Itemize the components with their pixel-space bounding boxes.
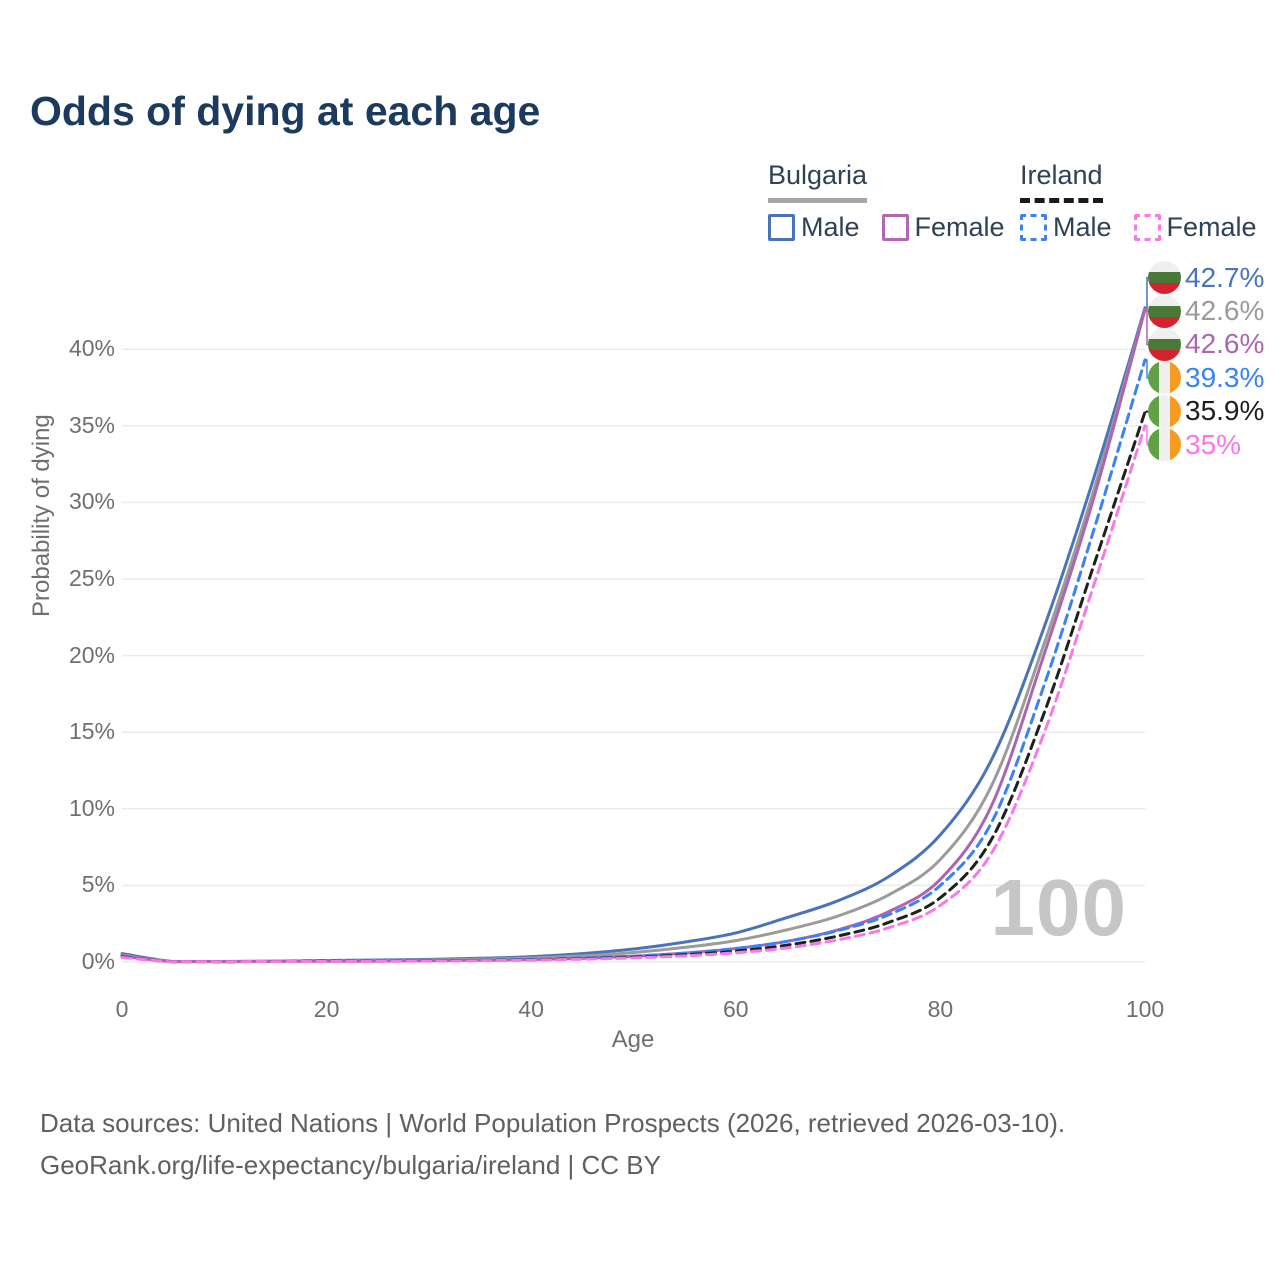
ireland-flag-icon bbox=[1148, 394, 1181, 428]
end-value-bulgaria-both: 42.6% bbox=[1185, 295, 1265, 327]
legend-label-bulgaria-male[interactable]: Male bbox=[801, 212, 860, 242]
legend-swatch-ireland-male[interactable] bbox=[1020, 214, 1047, 241]
footer-line-2: GeoRank.org/life-expectancy/bulgaria/ire… bbox=[40, 1150, 661, 1180]
age-watermark: 100 bbox=[990, 863, 1127, 952]
footer: Data sources: United Nations | World Pop… bbox=[40, 1102, 1065, 1186]
y-tick-label: 15% bbox=[68, 718, 115, 745]
y-tick-label: 20% bbox=[68, 641, 115, 668]
y-tick-label: 5% bbox=[81, 871, 115, 898]
end-value-ireland-female: 35% bbox=[1185, 428, 1242, 460]
end-label-bulgaria-female: 42.6% bbox=[1148, 327, 1265, 361]
x-tick-label: 60 bbox=[723, 996, 749, 1022]
end-labels: 42.7% 42.6% 42.6% 39.3% bbox=[1148, 261, 1265, 462]
legend-label-bulgaria-female[interactable]: Female bbox=[914, 212, 1005, 242]
y-tick-label: 35% bbox=[68, 411, 115, 438]
legend: Bulgaria Male Female Ireland Male Female bbox=[0, 160, 1280, 243]
leader-line-ireland-male bbox=[1145, 359, 1148, 379]
y-tick-label: 30% bbox=[68, 488, 115, 515]
end-label-ireland-both: 35.9% bbox=[1148, 394, 1265, 428]
ireland-flag-icon bbox=[1148, 428, 1181, 462]
bulgaria-flag-icon bbox=[1148, 261, 1181, 295]
end-label-ireland-male: 39.3% bbox=[1148, 361, 1265, 395]
end-value-ireland-male: 39.3% bbox=[1185, 361, 1265, 393]
chart-title: Odds of dying at each age bbox=[30, 88, 541, 134]
bulgaria-flag-icon bbox=[1148, 327, 1181, 361]
legend-swatch-ireland-female[interactable] bbox=[1133, 214, 1161, 241]
x-tick-label: 20 bbox=[313, 996, 340, 1022]
y-tick-label: 0% bbox=[81, 948, 115, 974]
legend-swatch-bulgaria-female[interactable] bbox=[881, 214, 909, 241]
x-tick-label: 80 bbox=[927, 996, 954, 1022]
x-axis-title: Age bbox=[611, 1026, 655, 1053]
y-tick-label: 40% bbox=[68, 335, 115, 362]
legend-label-ireland-female[interactable]: Female bbox=[1166, 212, 1257, 242]
end-label-ireland-female: 35% bbox=[1148, 428, 1264, 462]
legend-swatch-bulgaria-male[interactable] bbox=[768, 214, 795, 241]
leader-line-ireland-female bbox=[1145, 425, 1148, 446]
end-label-bulgaria-male: 42.7% bbox=[1148, 261, 1265, 295]
legend-group-bulgaria: Bulgaria Male Female bbox=[768, 160, 1027, 243]
series-line-ireland-female[interactable] bbox=[120, 424, 1147, 964]
end-label-bulgaria-both: 42.6% bbox=[1148, 294, 1265, 328]
end-value-ireland-both: 35.9% bbox=[1185, 395, 1265, 427]
legend-country-bulgaria[interactable]: Bulgaria bbox=[768, 160, 868, 203]
ireland-flag-icon bbox=[1148, 361, 1181, 395]
legend-group-ireland: Ireland Male Female bbox=[1020, 160, 1279, 243]
end-value-bulgaria-male: 42.7% bbox=[1185, 261, 1265, 293]
end-value-bulgaria-female: 42.6% bbox=[1185, 328, 1265, 360]
x-tick-label: 0 bbox=[115, 996, 129, 1022]
legend-country-ireland[interactable]: Ireland bbox=[1020, 160, 1103, 203]
x-tick-label: 40 bbox=[518, 996, 544, 1022]
leader-line-bulgaria-male bbox=[1145, 276, 1148, 309]
leader-line-bulgaria-female bbox=[1145, 308, 1148, 346]
leader-line-ireland-both-sexes bbox=[1145, 410, 1148, 413]
y-tick-label: 10% bbox=[68, 794, 115, 821]
y-tick-label: 25% bbox=[68, 565, 115, 591]
x-tick-label: 100 bbox=[1125, 996, 1165, 1022]
legend-label-ireland-male[interactable]: Male bbox=[1053, 212, 1112, 242]
bulgaria-flag-icon bbox=[1148, 294, 1181, 328]
footer-line-1: Data sources: United Nations | World Pop… bbox=[40, 1108, 1066, 1138]
